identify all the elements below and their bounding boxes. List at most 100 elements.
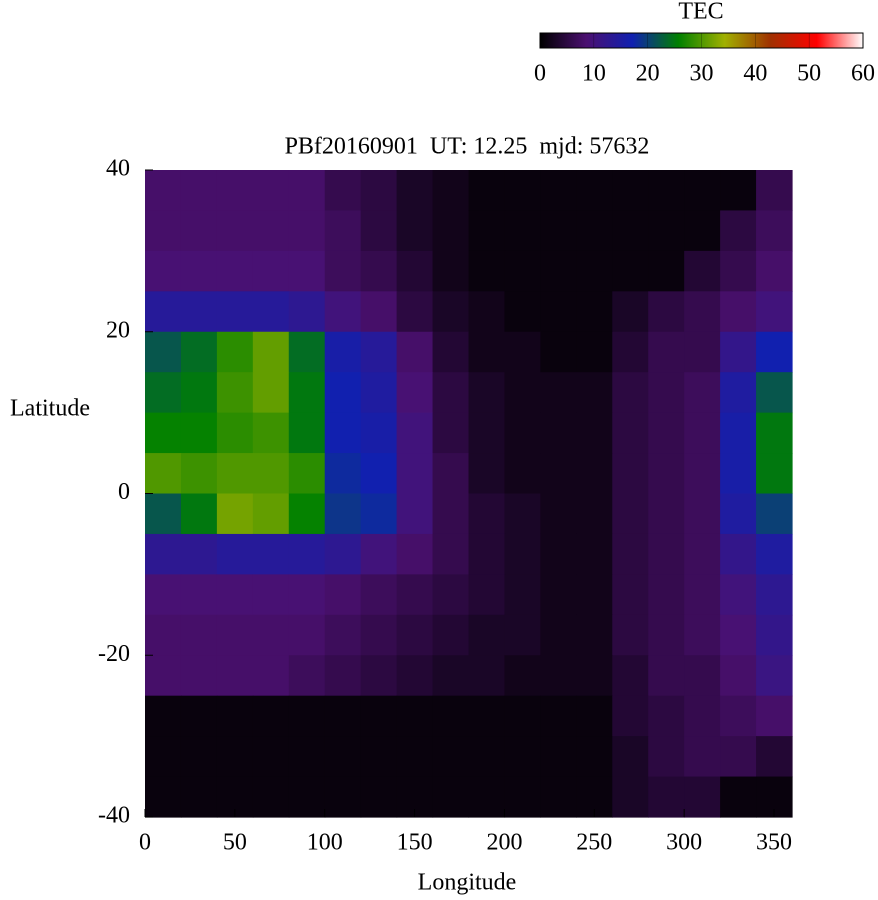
heat-cell [540,736,577,778]
heat-cell [612,574,649,616]
heat-cell [540,453,577,495]
heat-cell [540,614,577,656]
heat-cell [396,453,434,495]
heat-cell [612,614,649,656]
heat-cell [576,250,613,292]
heat-cell [432,170,470,212]
heat-cell [216,170,254,212]
colorbar-tick-label: 50 [797,61,821,87]
colorbar-tick-label: 40 [743,61,767,87]
heat-cell [720,210,757,252]
heat-cell [540,250,577,292]
heat-cell [324,372,362,414]
heat-cell [468,453,506,495]
chart-title: PBf20160901 UT: 12.25 mjd: 57632 [285,134,650,160]
colorbar-title: TEC [678,0,723,25]
heat-cell [576,614,613,656]
heat-cell [612,331,649,373]
colorbar-tick-label: 10 [582,61,606,87]
heat-cell [612,533,649,575]
x-tick-label: 100 [307,830,343,856]
heat-cell [216,574,254,616]
heat-cell [252,291,290,333]
heat-cell [288,574,326,616]
heat-cell [540,372,577,414]
heat-cell [432,250,470,292]
heat-cell [576,412,613,454]
heat-cell [504,291,541,333]
heat-cell [756,453,793,495]
heat-cell [612,170,649,212]
heat-cell [288,695,326,737]
heat-cell [252,614,290,656]
heat-cell [288,453,326,495]
heat-cell [684,574,721,616]
heat-cell [720,614,757,656]
heat-cell [504,170,541,212]
heat-cell [756,331,793,373]
heat-cell [432,574,470,616]
heat-cell [360,331,398,373]
heat-cell [180,331,218,373]
heat-cell [468,210,506,252]
y-tick-label: -40 [98,803,130,829]
heat-cell [504,574,541,616]
heat-cell [648,695,685,737]
heat-cell [432,412,470,454]
heat-cell [468,614,506,656]
heat-cell [756,170,793,212]
heat-cell [576,695,613,737]
heat-cell [180,250,218,292]
heat-cell [612,776,649,818]
heat-cell [324,210,362,252]
y-tick-label: -20 [98,641,130,667]
heat-cell [216,614,254,656]
y-axis-label: Latitude [10,396,90,422]
heat-cell [252,210,290,252]
x-tick-label: 250 [576,830,612,856]
heat-cell [396,736,434,778]
heat-cell [180,574,218,616]
heat-cell [288,372,326,414]
heat-cell [504,453,541,495]
heat-cell [684,250,721,292]
heat-cell [324,655,362,697]
heat-cell [504,250,541,292]
heat-cell [612,412,649,454]
heat-cell [252,736,290,778]
heat-cell [432,372,470,414]
heat-cell [576,372,613,414]
heat-cell [720,453,757,495]
heat-cell [504,412,541,454]
heat-cell [540,210,577,252]
heat-cell [684,331,721,373]
heat-cell [684,453,721,495]
heat-cell [576,210,613,252]
heat-cell [396,170,434,212]
heat-cell [612,210,649,252]
heat-cell [324,250,362,292]
heat-cell [612,250,649,292]
heat-cell [720,776,757,818]
heat-cell [252,372,290,414]
heat-cell [504,655,541,697]
heat-cell [720,655,757,697]
heat-cell [540,776,577,818]
heat-cell [396,210,434,252]
heat-cell [288,614,326,656]
heat-cell [648,453,685,495]
heat-cell [576,453,613,495]
heat-cell [540,412,577,454]
heat-cell [432,331,470,373]
heat-cell [432,453,470,495]
heat-cell [612,736,649,778]
heat-cell [468,372,506,414]
heat-cell [288,210,326,252]
heat-cell [180,493,218,535]
heat-cell [180,533,218,575]
heat-cell [540,533,577,575]
heat-cell [612,493,649,535]
heat-cell [612,372,649,414]
heat-cell [360,574,398,616]
heat-cell [504,493,541,535]
